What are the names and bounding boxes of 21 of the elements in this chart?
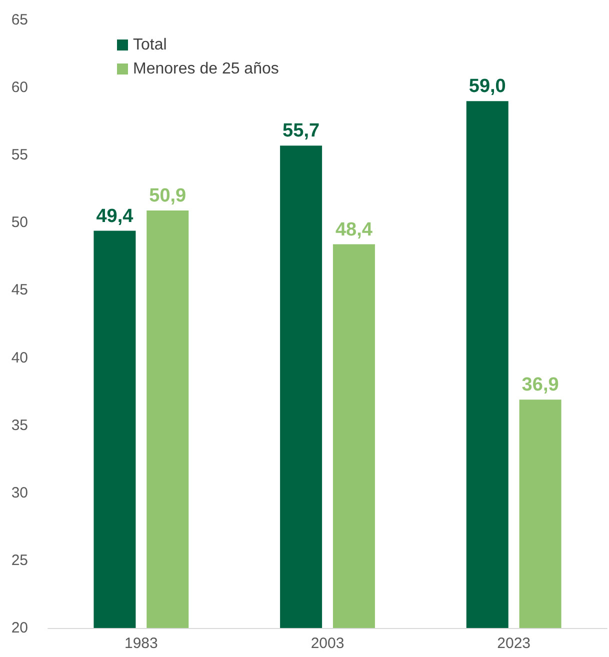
- y-tick-label: 50: [11, 214, 28, 232]
- y-tick-label: 40: [11, 349, 28, 366]
- y-tick-label: 30: [11, 484, 28, 502]
- legend-label: Total: [133, 36, 167, 54]
- y-tick-label: 60: [11, 79, 28, 96]
- y-tick-label: 45: [11, 282, 28, 299]
- y-tick-label: 55: [11, 146, 28, 164]
- legend-label: Menores de 25 años: [133, 60, 279, 78]
- x-tick-label: 2003: [310, 635, 344, 652]
- x-tick-label: 1983: [124, 635, 158, 652]
- data-label: 55,7: [282, 120, 320, 142]
- y-tick-label: 35: [11, 416, 28, 434]
- data-label: 50,9: [149, 186, 186, 207]
- x-tick-label: 2023: [497, 635, 531, 652]
- data-label: 48,4: [335, 219, 373, 240]
- data-label: 36,9: [522, 374, 559, 396]
- data-label: 49,4: [96, 206, 134, 227]
- y-tick-label: 25: [11, 552, 28, 569]
- y-tick-label: 65: [11, 12, 28, 28]
- y-tick-label: 20: [11, 620, 28, 636]
- data-label: 59,0: [468, 76, 506, 98]
